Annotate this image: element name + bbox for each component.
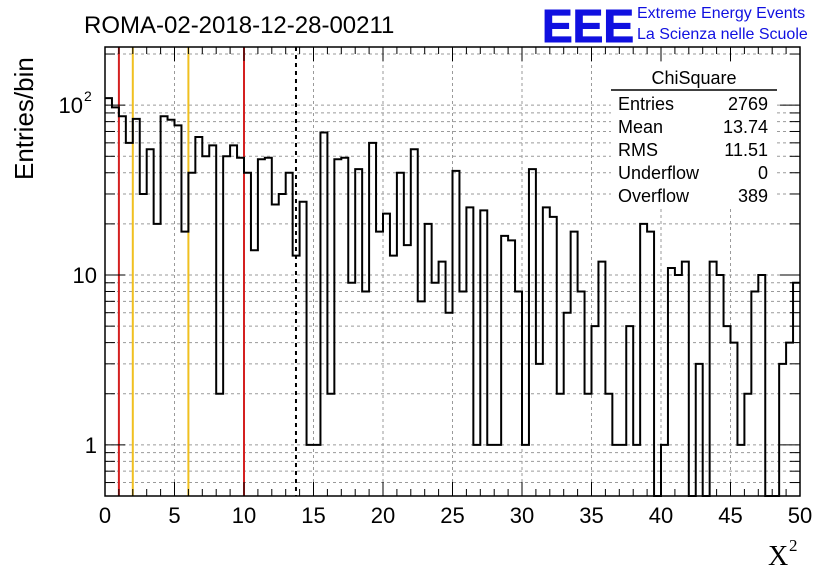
x-tick-label: 0 [99, 503, 111, 528]
x-axis-label: X 2 [768, 536, 798, 572]
stats-underflow-label: Underflow [618, 163, 700, 183]
y-tick-label: 1 [85, 433, 97, 458]
x-axis-label-superscript: 2 [789, 536, 798, 555]
stats-overflow-value: 389 [738, 186, 768, 206]
x-tick-label: 15 [301, 503, 325, 528]
y-tick-label: 10 2 [59, 88, 92, 118]
histogram [105, 97, 800, 497]
x-tick-label: 25 [440, 503, 464, 528]
stats-rms-label: RMS [618, 140, 658, 160]
logo-line1: Extreme Energy Events [637, 5, 805, 22]
x-tick-label: 45 [718, 503, 742, 528]
x-tick-label: 30 [510, 503, 534, 528]
x-tick-label: 50 [788, 503, 812, 528]
stats-box: ChiSquare Entries 2769 Mean 13.74 RMS 11… [611, 64, 777, 206]
y-tick-label-base: 10 [59, 93, 83, 118]
stats-entries-value: 2769 [728, 94, 768, 114]
stats-mean-value: 13.74 [723, 117, 768, 137]
stats-underflow-value: 0 [758, 163, 768, 183]
x-tick-label: 20 [371, 503, 395, 528]
stats-mean-label: Mean [618, 117, 663, 137]
logo-acronym: EEE [542, 0, 634, 52]
y-tick-label-text: 10 [73, 263, 97, 288]
eee-logo: EEE Extreme Energy Events La Scienza nel… [542, 0, 808, 53]
x-tick-label: 35 [579, 503, 603, 528]
stats-title: ChiSquare [651, 68, 736, 88]
y-tick-label-text: 1 [85, 433, 97, 458]
x-tick-label: 5 [168, 503, 180, 528]
stats-box-background [611, 64, 777, 206]
stats-overflow-label: Overflow [618, 186, 690, 206]
reference-lines [117, 47, 297, 496]
y-tick-label: 10 [73, 263, 97, 288]
x-tick-label: 40 [649, 503, 673, 528]
y-axis-label: Entries/bin [9, 57, 39, 180]
stats-entries-label: Entries [618, 94, 674, 114]
x-axis-label-base: X [768, 541, 788, 572]
y-tick-label-exponent: 2 [84, 88, 92, 104]
logo-line2: La Scienza nelle Scuole [637, 26, 808, 43]
x-tick-label: 10 [232, 503, 256, 528]
histogram-outline [105, 97, 800, 497]
stats-rms-value: 11.51 [724, 140, 768, 160]
chart-title: ROMA-02-2018-12-28-00211 [84, 12, 394, 39]
